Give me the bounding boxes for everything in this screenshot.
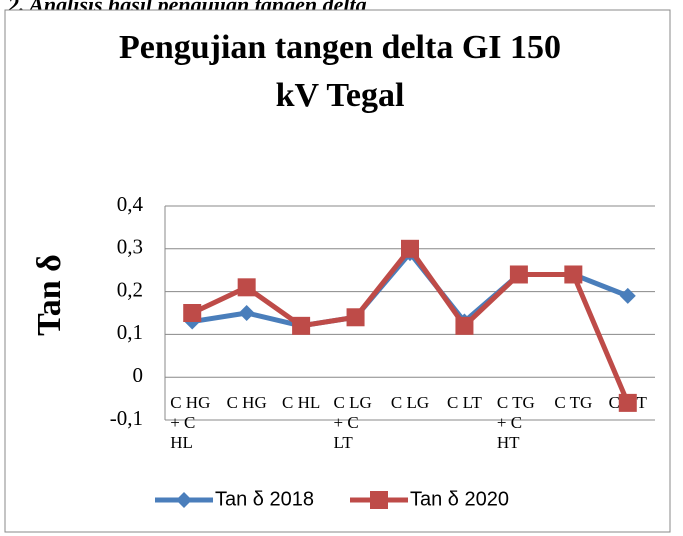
y-tick-label: 0,4 (117, 192, 144, 216)
point-marker (618, 393, 637, 412)
y-tick-label: 0,3 (117, 235, 143, 259)
y-tick-label: 0 (133, 363, 144, 387)
legend-marker (176, 492, 192, 508)
y-tick-label: 0,2 (117, 277, 143, 301)
legend-label: Tan δ 2018 (215, 488, 314, 510)
point-marker (237, 278, 256, 297)
legend-label: Tan δ 2020 (410, 488, 509, 510)
y-tick-label: 0,1 (117, 320, 143, 344)
y-axis-label: Tan δ (31, 254, 68, 336)
point-marker (238, 305, 255, 321)
x-tick-label: C HL (282, 393, 320, 412)
legend-marker (370, 491, 388, 509)
x-tick-label: C LT (447, 393, 482, 412)
point-marker (564, 265, 583, 284)
point-marker (509, 265, 528, 284)
x-tick-label: C HG + C HL (170, 393, 210, 452)
x-tick-label: C TG (554, 393, 592, 412)
x-tick-label: C LG (391, 393, 429, 412)
chart-frame (4, 9, 671, 533)
chart-title: Pengujian tangen delta GI 150 (119, 29, 561, 66)
point-marker (292, 316, 311, 335)
point-marker (401, 239, 419, 258)
x-tick-label: C TG + C HT (497, 393, 535, 452)
x-tick-label: C LG + C LT (334, 393, 372, 452)
y-tick-label: -0,1 (110, 406, 143, 430)
point-marker (346, 308, 365, 327)
point-marker (619, 287, 636, 304)
point-marker (183, 304, 202, 322)
chart-title: kV Tegal (276, 77, 405, 114)
x-tick-label: C HG (227, 393, 267, 412)
point-marker (455, 316, 474, 335)
